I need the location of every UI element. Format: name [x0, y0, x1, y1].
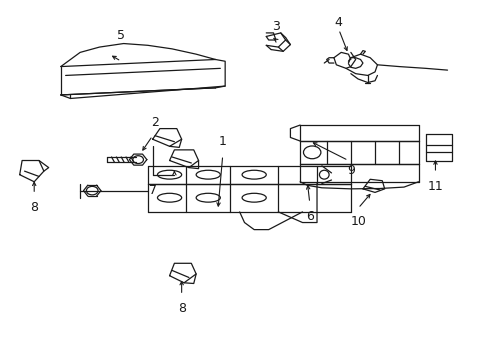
Text: 3: 3 — [271, 20, 279, 33]
Text: 9: 9 — [346, 164, 354, 177]
Text: 8: 8 — [177, 302, 185, 315]
Text: 4: 4 — [334, 16, 342, 30]
Text: 8: 8 — [30, 201, 38, 214]
Text: 7: 7 — [148, 184, 156, 197]
Text: 11: 11 — [427, 180, 443, 193]
Text: 10: 10 — [349, 215, 366, 229]
Text: 2: 2 — [151, 116, 159, 129]
Text: 1: 1 — [218, 135, 226, 148]
Text: 5: 5 — [117, 29, 125, 42]
Text: 6: 6 — [305, 210, 313, 223]
